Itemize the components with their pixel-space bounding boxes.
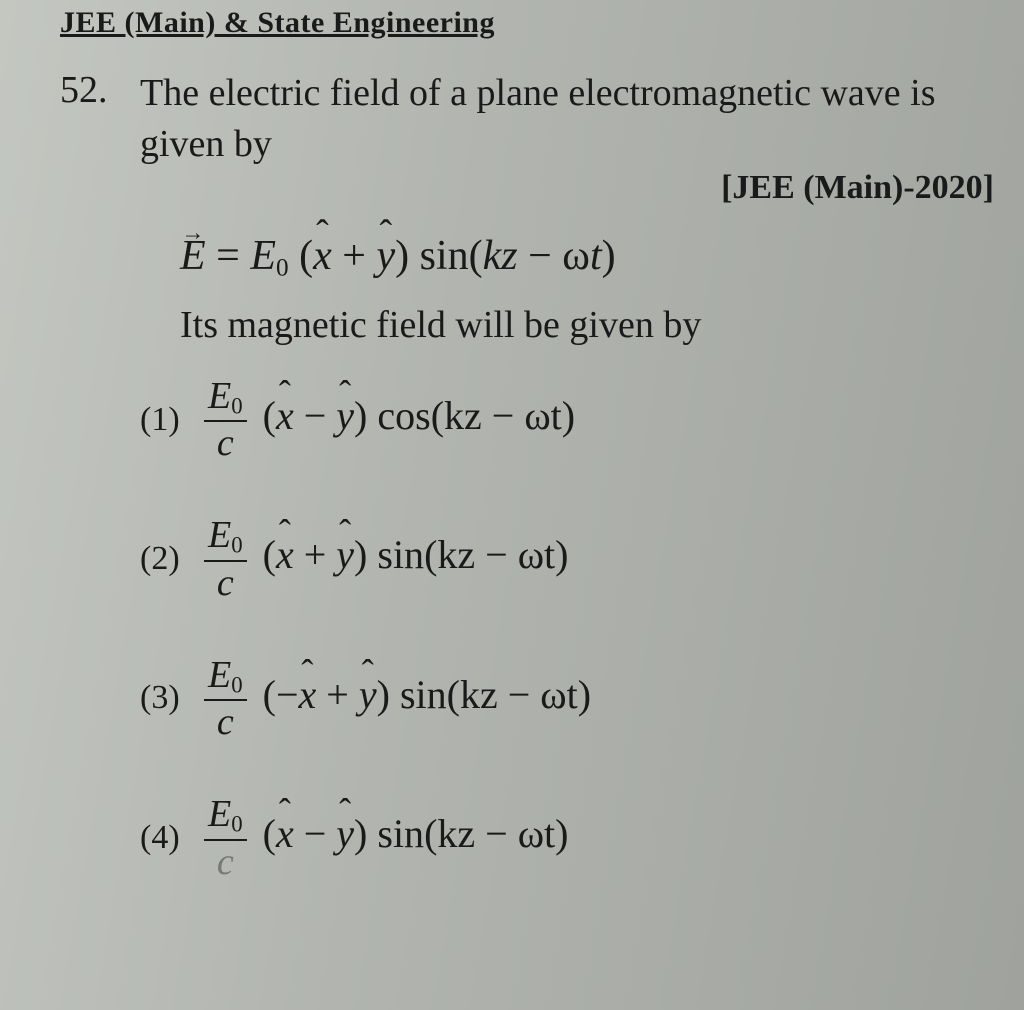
op: − — [304, 811, 327, 856]
arg-close: ) — [602, 233, 616, 279]
y-hat: y — [376, 232, 395, 280]
omega: ω — [562, 233, 590, 279]
question-number: 52. — [60, 68, 140, 112]
arg: (kz − ωt) — [424, 811, 568, 856]
trig: cos — [377, 393, 430, 438]
question-subtext: Its magnetic field will be given by — [180, 303, 994, 347]
frac-top-sub: 0 — [231, 672, 242, 697]
op: + — [304, 532, 327, 577]
op: − — [304, 393, 327, 438]
option-2: (2) E0 c (x + y) sin(kz − ωt) — [140, 516, 994, 601]
x-hat: x — [299, 671, 317, 718]
close: ) — [354, 532, 367, 577]
close: ) — [377, 672, 390, 717]
book-header: JEE (Main) & State Engineering — [60, 0, 994, 40]
x-hat: x — [313, 232, 332, 280]
minus: − — [528, 233, 552, 279]
option-3: (3) E0 c (−x + y) sin(kz − ωt) — [140, 656, 994, 741]
kz: kz — [483, 233, 518, 279]
x-hat: x — [276, 531, 294, 578]
frac-top: E — [208, 654, 231, 696]
y-hat: y — [336, 392, 354, 439]
sin: sin — [420, 233, 469, 279]
x-hat: x — [276, 392, 294, 439]
frac-bot: c — [217, 701, 234, 741]
y-hat: y — [359, 671, 377, 718]
open: ( — [263, 811, 276, 856]
frac-top: E — [208, 514, 231, 556]
open-paren: ( — [299, 233, 313, 279]
open: (− — [263, 672, 299, 717]
arg: (kz − ωt) — [424, 532, 568, 577]
exam-tag: [JEE (Main)-2020] — [140, 165, 994, 211]
close-paren: ) — [395, 233, 409, 279]
open: ( — [263, 393, 276, 438]
fraction: E0 c — [204, 795, 247, 880]
page: { "header": "JEE (Main) & State Engineer… — [0, 0, 1024, 1010]
frac-top: E — [208, 793, 231, 835]
arg: (kz − ωt) — [447, 672, 591, 717]
question-row: 52. The electric field of a plane electr… — [60, 68, 994, 210]
frac-top-sub: 0 — [231, 812, 242, 837]
coeff-sub: 0 — [276, 255, 289, 282]
option-number: (1) — [140, 401, 204, 439]
frac-top: E — [208, 375, 231, 417]
frac-bot: c — [217, 422, 234, 462]
fraction: E0 c — [204, 377, 247, 462]
frac-top-sub: 0 — [231, 533, 242, 558]
given-equation: E = E0 (x + y) sin(kz − ωt) — [180, 232, 994, 282]
trig: sin — [377, 811, 424, 856]
frac-bot: c — [217, 841, 234, 881]
question-text: The electric field of a plane electromag… — [140, 68, 994, 210]
close: ) — [354, 393, 367, 438]
question-stem: The electric field of a plane electromag… — [140, 72, 935, 165]
frac-bot: c — [217, 562, 234, 602]
fraction: E0 c — [204, 516, 247, 601]
option-4: (4) E0 c (x − y) sin(kz − ωt) — [140, 795, 994, 880]
op: + — [326, 672, 349, 717]
open: ( — [263, 532, 276, 577]
option-number: (3) — [140, 679, 204, 717]
arg: (kz − ωt) — [431, 393, 575, 438]
option-number: (2) — [140, 540, 204, 578]
equals-sign: = — [216, 233, 240, 279]
frac-top-sub: 0 — [231, 393, 242, 418]
coeff-e: E — [250, 233, 276, 279]
y-hat: y — [336, 531, 354, 578]
option-1: (1) E0 c (x − y) cos(kz − ωt) — [140, 377, 994, 462]
fraction: E0 c — [204, 656, 247, 741]
trig: sin — [377, 532, 424, 577]
e-vector: E — [180, 232, 206, 280]
close: ) — [354, 811, 367, 856]
plus-op: + — [342, 233, 366, 279]
option-number: (4) — [140, 819, 204, 857]
y-hat: y — [336, 810, 354, 857]
t-var: t — [590, 233, 602, 279]
x-hat: x — [276, 810, 294, 857]
arg-open: ( — [469, 233, 483, 279]
trig: sin — [400, 672, 447, 717]
options-list: (1) E0 c (x − y) cos(kz − ωt) (2) E0 c (… — [140, 377, 994, 881]
